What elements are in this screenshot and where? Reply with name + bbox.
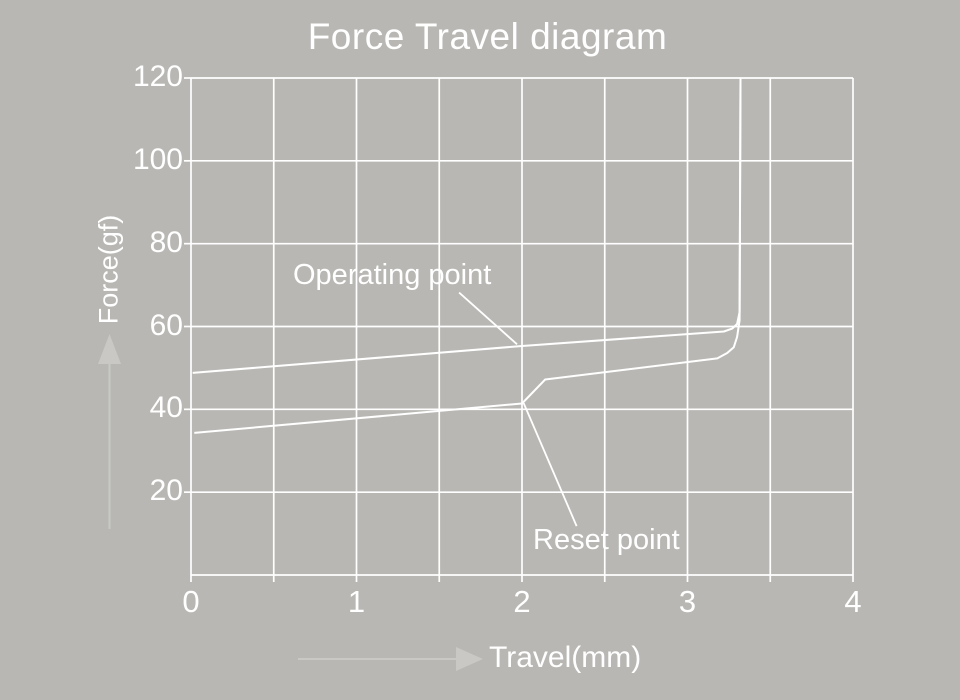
reset-point-leader-line	[522, 402, 578, 527]
y-tick-label: 100	[132, 142, 183, 176]
operating-point-leader-line	[458, 291, 518, 345]
press-curve	[192, 77, 742, 374]
y-tick-label: 60	[149, 308, 183, 342]
reset-point-annotation: Reset point	[533, 524, 680, 556]
y-tick-label: 80	[149, 225, 183, 259]
x-tick-label: 3	[678, 584, 697, 619]
x-axis-arrow-head	[456, 647, 483, 671]
y-tick-label: 20	[149, 474, 183, 508]
y-axis-arrow-head	[98, 334, 121, 364]
y-tick-label: 40	[149, 391, 183, 425]
release-curve	[194, 77, 742, 434]
chart-title: Force Travel diagram	[307, 16, 668, 57]
x-tick-label: 2	[513, 584, 531, 619]
operating-point-annotation: Operating point	[293, 259, 492, 291]
x-tick-label: 0	[182, 584, 200, 619]
x-tick-label: 4	[844, 584, 862, 619]
y-tick-label: 120	[132, 60, 183, 93]
x-axis-label: Travel(mm)	[489, 641, 642, 674]
x-tick-label: 1	[347, 584, 366, 619]
